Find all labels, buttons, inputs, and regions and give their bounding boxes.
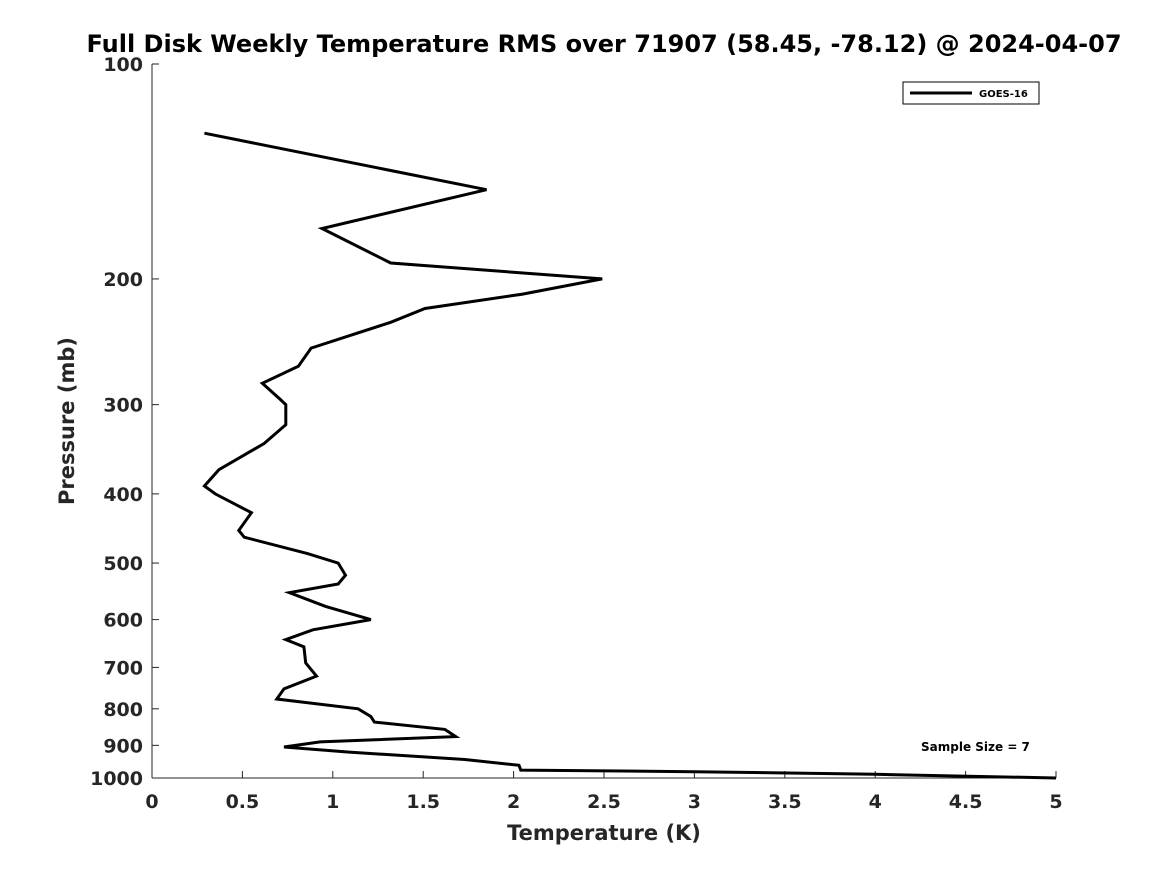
x-tick-label: 1 xyxy=(326,791,339,813)
series-layer xyxy=(202,131,1057,780)
x-axis-label: Temperature (K) xyxy=(507,821,701,845)
series-line-goes-16 xyxy=(202,131,1057,780)
x-tick-label: 0 xyxy=(145,791,158,813)
legend-label-goes-16: GOES-16 xyxy=(979,89,1028,100)
y-tick-label: 100 xyxy=(103,54,143,76)
y-tick-label: 600 xyxy=(103,610,143,632)
y-tick-label: 900 xyxy=(103,735,143,757)
y-tick-label: 200 xyxy=(103,269,143,291)
axes: 0 0.5 1 1.5 2 2.5 3 3.5 4 4.5 5 100 200 300 400 500 600 7… xyxy=(90,54,1063,813)
y-tick-label: 300 xyxy=(103,395,143,417)
x-tick-label: 4 xyxy=(869,791,882,813)
y-tick-label: 700 xyxy=(103,657,143,679)
legend: GOES-16 xyxy=(902,81,1040,105)
sample-size-annotation: Sample Size = 7 xyxy=(921,740,1030,754)
x-tick-label: 4.5 xyxy=(949,791,983,813)
x-tick-label: 2 xyxy=(507,791,520,813)
x-tick-label: 2.5 xyxy=(587,791,621,813)
plot-area xyxy=(152,64,1056,778)
y-tick-label: 500 xyxy=(103,553,143,575)
y-tick-label: 1000 xyxy=(90,768,143,790)
y-tick-label: 800 xyxy=(103,699,143,721)
x-tick-label: 0.5 xyxy=(226,791,260,813)
x-tick-label: 5 xyxy=(1049,791,1062,813)
chart-title: Full Disk Weekly Temperature RMS over 71… xyxy=(86,30,1121,58)
x-tick-label: 1.5 xyxy=(406,791,440,813)
x-tick-label: 3.5 xyxy=(768,791,802,813)
x-tick-label: 3 xyxy=(688,791,701,813)
y-axis-label: Pressure (mb) xyxy=(55,337,79,505)
y-tick-label: 400 xyxy=(103,484,143,506)
